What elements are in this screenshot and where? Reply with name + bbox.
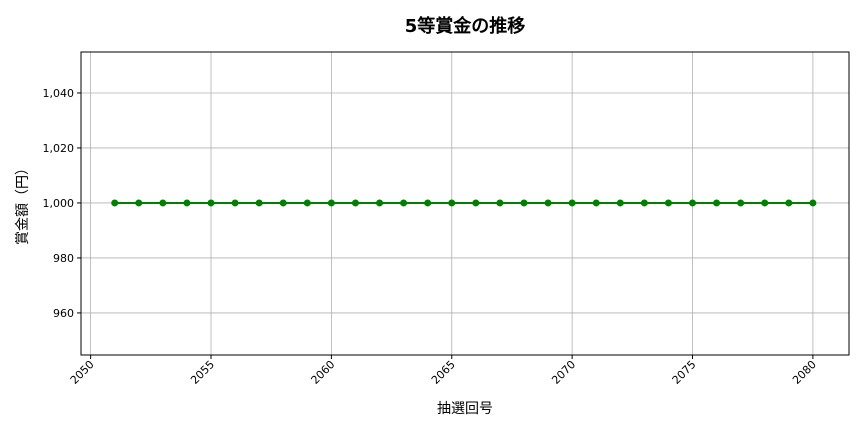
data-point <box>448 199 456 207</box>
x-tick-label: 2060 <box>309 358 338 387</box>
y-tick-label: 1,040 <box>43 87 75 100</box>
data-point <box>207 199 215 207</box>
data-point <box>616 199 624 207</box>
data-point <box>183 199 191 207</box>
data-point <box>159 199 167 207</box>
x-tick-label: 2070 <box>549 358 578 387</box>
y-tick-label: 980 <box>53 252 74 265</box>
data-point <box>640 199 648 207</box>
data-point <box>785 199 793 207</box>
data-point <box>279 199 287 207</box>
data-point <box>689 199 697 207</box>
data-point <box>376 199 384 207</box>
data-point <box>231 199 239 207</box>
data-point <box>327 199 335 207</box>
y-tick-label: 1,020 <box>43 142 75 155</box>
y-axis-label: 賞金額（円） <box>15 161 31 245</box>
data-point <box>544 199 552 207</box>
data-point <box>809 199 817 207</box>
y-tick-label: 960 <box>53 307 74 320</box>
data-point <box>111 199 119 207</box>
chart-title: 5等賞金の推移 <box>405 15 526 37</box>
x-tick-label: 2050 <box>68 358 97 387</box>
data-point <box>135 199 143 207</box>
data-point <box>737 199 745 207</box>
data-point <box>424 199 432 207</box>
x-tick-label: 2065 <box>429 358 458 387</box>
data-point <box>664 199 672 207</box>
x-tick-label: 2080 <box>790 358 819 387</box>
ticks: 2050 2055 2060 2065 2070 2075 2080 960 980 1,000 1… <box>43 87 820 387</box>
data-point <box>351 199 359 207</box>
data-point <box>496 199 504 207</box>
data-point <box>568 199 576 207</box>
data-point <box>255 199 263 207</box>
data-point <box>761 199 769 207</box>
data-point <box>713 199 721 207</box>
data-point <box>520 199 528 207</box>
data-point <box>472 199 480 207</box>
data-point <box>400 199 408 207</box>
x-axis-label: 抽選回号 <box>437 401 493 417</box>
axes-frame <box>80 51 850 356</box>
data-point <box>303 199 311 207</box>
data-point <box>592 199 600 207</box>
plot-area <box>111 199 817 207</box>
x-tick-label: 2055 <box>188 358 217 387</box>
x-tick-label: 2075 <box>670 358 699 387</box>
y-tick-label: 1,000 <box>43 197 75 210</box>
